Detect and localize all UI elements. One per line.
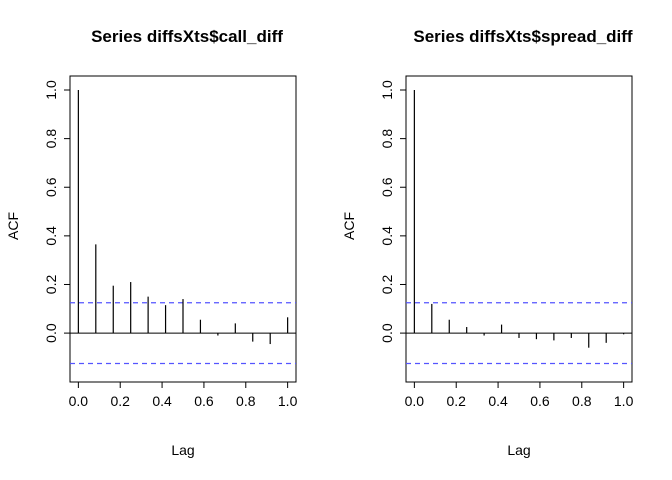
acf-panel-spread-diff: Series diffsXts$spread_diff 0.0 0.2 0.4 0.6 0… [341, 27, 634, 458]
x-tick-label: 0.6 [194, 393, 214, 409]
x-tick-label: 0.4 [488, 393, 508, 409]
acf-panel-call-diff: Series diffsXts$call_diff 0.0 0.2 0.4 0.6 0.8… [5, 27, 298, 458]
x-tick-label: 1.0 [278, 393, 298, 409]
y-axis-label: ACF [5, 212, 21, 240]
y-tick-label: 0.0 [43, 323, 59, 343]
y-tick-label: 1.0 [43, 80, 59, 100]
y-tick-label: 0.4 [43, 226, 59, 246]
x-tick-label: 0.6 [530, 393, 550, 409]
x-tick-label: 1.0 [614, 393, 634, 409]
y-tick-label: 0.8 [43, 129, 59, 149]
plot-frame [69, 75, 297, 383]
y-tick-label: 0.0 [379, 323, 395, 343]
y-tick-label: 1.0 [379, 80, 395, 100]
chart-title: Series diffsXts$spread_diff [413, 27, 633, 46]
x-tick-label: 0.0 [69, 393, 89, 409]
x-tick-label: 0.4 [152, 393, 172, 409]
y-axis-label: ACF [341, 212, 357, 240]
plot-frame [405, 75, 633, 383]
y-tick-label: 0.6 [379, 177, 395, 197]
x-tick-label: 0.2 [110, 393, 130, 409]
x-tick-label: 0.8 [236, 393, 256, 409]
x-tick-label: 0.0 [405, 393, 425, 409]
y-tick-label: 0.2 [43, 275, 59, 295]
y-tick-label: 0.2 [379, 275, 395, 295]
y-tick-label: 0.8 [379, 129, 395, 149]
y-tick-label: 0.6 [43, 177, 59, 197]
chart-title: Series diffsXts$call_diff [91, 27, 283, 46]
y-tick-label: 0.4 [379, 226, 395, 246]
x-tick-label: 0.8 [572, 393, 592, 409]
x-axis-label: Lag [171, 442, 194, 458]
x-axis-label: Lag [507, 442, 530, 458]
x-tick-label: 0.2 [446, 393, 466, 409]
